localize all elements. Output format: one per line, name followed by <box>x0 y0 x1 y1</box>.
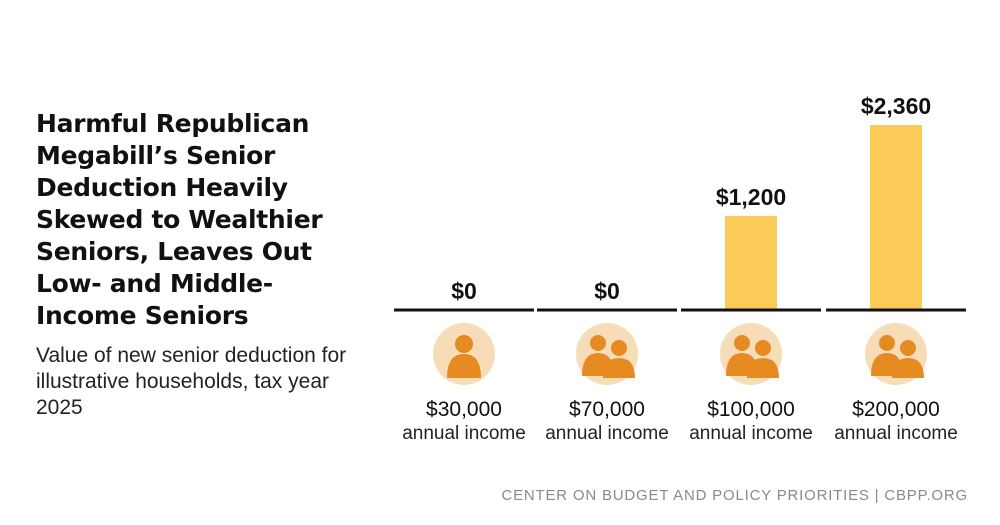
person-body <box>447 354 481 378</box>
single-person-icon <box>433 323 495 385</box>
chart-subtitle: Value of new senior deduction for illust… <box>36 344 347 419</box>
income-sublabel: annual income <box>402 423 526 444</box>
value-label: $2,360 <box>861 93 931 119</box>
person-head <box>900 340 916 356</box>
bar <box>870 125 922 310</box>
bar <box>725 215 777 310</box>
person-head <box>611 340 627 356</box>
income-sublabel: annual income <box>545 423 669 444</box>
value-label: $1,200 <box>716 184 786 210</box>
value-label: $0 <box>451 278 477 304</box>
couple-icon <box>865 323 927 385</box>
income-label: $200,000 <box>852 398 940 421</box>
person-head <box>734 335 750 351</box>
couple-icon <box>720 323 782 385</box>
person-head <box>755 340 771 356</box>
person-head <box>879 335 895 351</box>
income-sublabel: annual income <box>834 423 958 444</box>
person-body <box>747 358 779 378</box>
value-label: $0 <box>594 278 620 304</box>
person-body <box>603 358 635 378</box>
chart-title: Harmful Republican Megabill’s Senior Ded… <box>36 109 323 330</box>
person-body <box>892 358 924 378</box>
person-head <box>590 335 606 351</box>
income-sublabel: annual income <box>689 423 813 444</box>
income-label: $30,000 <box>426 398 502 421</box>
income-label: $70,000 <box>569 398 645 421</box>
income-label: $100,000 <box>707 398 795 421</box>
source-credit: CENTER ON BUDGET AND POLICY PRIORITIES |… <box>501 487 968 504</box>
person-head <box>455 335 473 353</box>
couple-icon <box>576 323 638 385</box>
